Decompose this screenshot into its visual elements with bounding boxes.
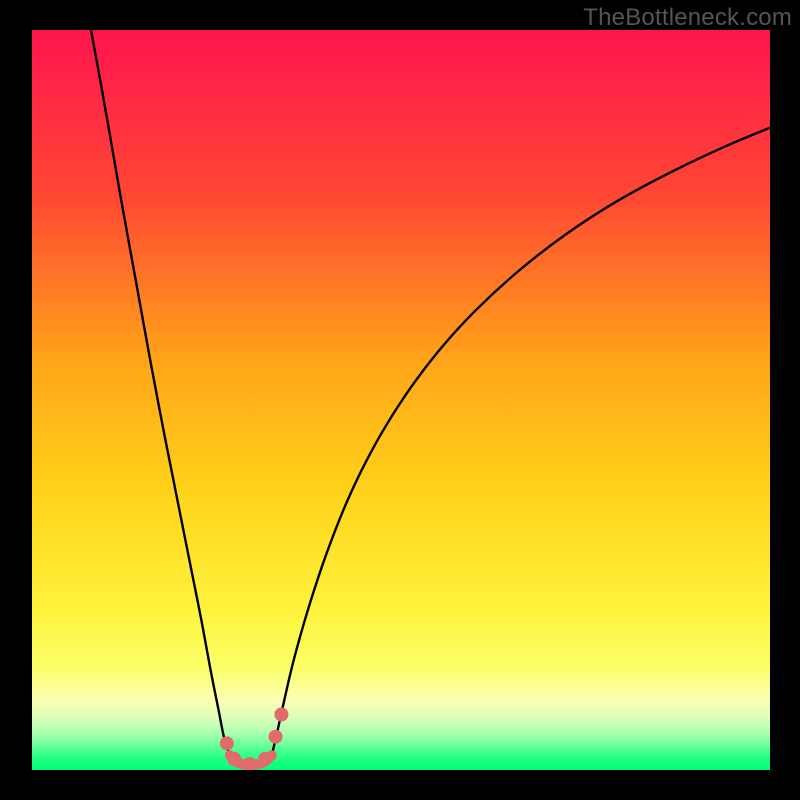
trough-dot bbox=[269, 730, 283, 744]
curve-left bbox=[91, 30, 230, 755]
trough-dot bbox=[258, 752, 272, 766]
trough-dot bbox=[227, 752, 241, 766]
canvas: TheBottleneck.com bbox=[0, 0, 800, 800]
trough-dot bbox=[243, 757, 257, 770]
curve-right bbox=[272, 128, 770, 756]
trough-dots-group bbox=[220, 708, 289, 771]
watermark-text: TheBottleneck.com bbox=[583, 4, 792, 32]
plot-svg-overlay bbox=[32, 30, 770, 770]
trough-dot bbox=[274, 708, 288, 722]
trough-dot bbox=[220, 736, 234, 750]
plot-area bbox=[32, 30, 770, 770]
